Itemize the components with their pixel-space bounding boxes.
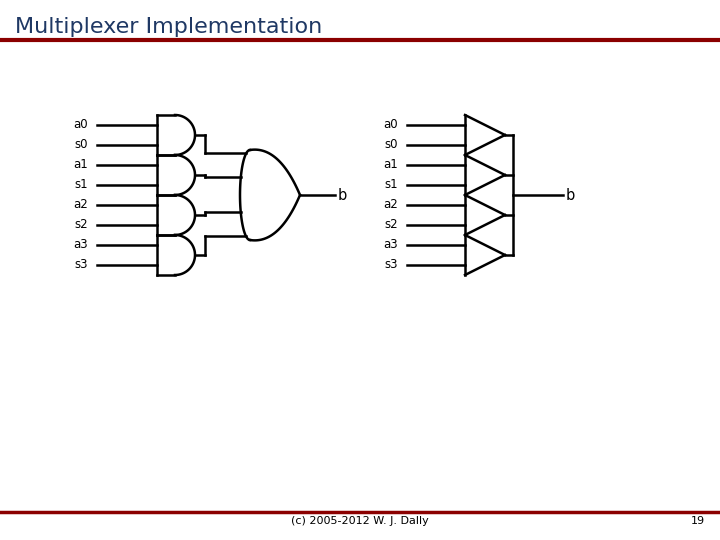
Text: s3: s3 [384,259,398,272]
Text: 19: 19 [691,516,705,526]
Text: s3: s3 [74,259,88,272]
Text: a2: a2 [383,199,398,212]
Text: a0: a0 [383,118,398,132]
Text: s0: s0 [74,138,88,152]
Text: b: b [566,187,575,202]
Text: s2: s2 [384,219,398,232]
Text: a3: a3 [383,239,398,252]
Text: a3: a3 [73,239,88,252]
Text: s1: s1 [74,179,88,192]
Text: s1: s1 [384,179,398,192]
Text: s2: s2 [74,219,88,232]
Text: a1: a1 [73,159,88,172]
Text: b: b [338,187,347,202]
Text: a2: a2 [73,199,88,212]
Text: s0: s0 [384,138,398,152]
Text: (c) 2005-2012 W. J. Dally: (c) 2005-2012 W. J. Dally [291,516,429,526]
Text: Multiplexer Implementation: Multiplexer Implementation [15,17,323,37]
Text: a0: a0 [73,118,88,132]
Text: a1: a1 [383,159,398,172]
